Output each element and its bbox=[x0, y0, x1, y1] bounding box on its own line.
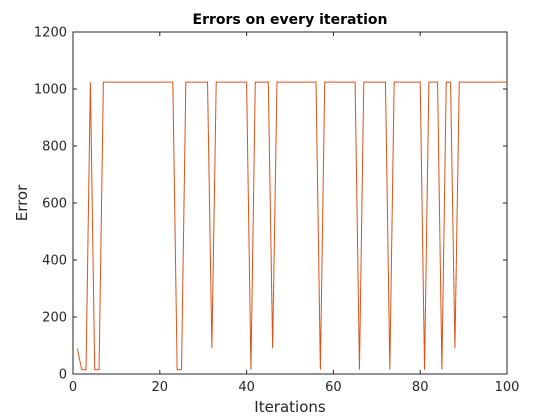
x-tick-label: 20 bbox=[152, 380, 169, 395]
series-layer bbox=[76, 81, 507, 371]
x-tick-label: 100 bbox=[495, 380, 520, 395]
error-series-line bbox=[76, 81, 507, 371]
y-tick-label: 1200 bbox=[34, 26, 67, 41]
x-tick-label: 40 bbox=[238, 380, 255, 395]
x-tick-label: 60 bbox=[325, 380, 342, 395]
x-tick-label: 0 bbox=[69, 380, 77, 395]
x-tick-label: 80 bbox=[412, 380, 429, 395]
x-axis-ticks: 0 20 40 60 80 100 bbox=[69, 32, 520, 395]
y-tick-label: 200 bbox=[42, 311, 67, 326]
y-axis-label: Error bbox=[13, 184, 31, 221]
y-tick-label: 0 bbox=[59, 368, 67, 383]
chart-title: Errors on every iteration bbox=[193, 12, 388, 28]
plot-area-box bbox=[72, 31, 508, 375]
y-tick-label: 1000 bbox=[34, 83, 67, 98]
y-axis-ticks: 0 200 400 600 800 1000 1200 bbox=[34, 26, 507, 383]
y-tick-label: 800 bbox=[42, 140, 67, 155]
x-axis-label: Iterations bbox=[254, 398, 326, 416]
y-tick-label: 600 bbox=[42, 197, 67, 212]
plot-frame bbox=[72, 31, 508, 375]
y-tick-label: 400 bbox=[42, 254, 67, 269]
